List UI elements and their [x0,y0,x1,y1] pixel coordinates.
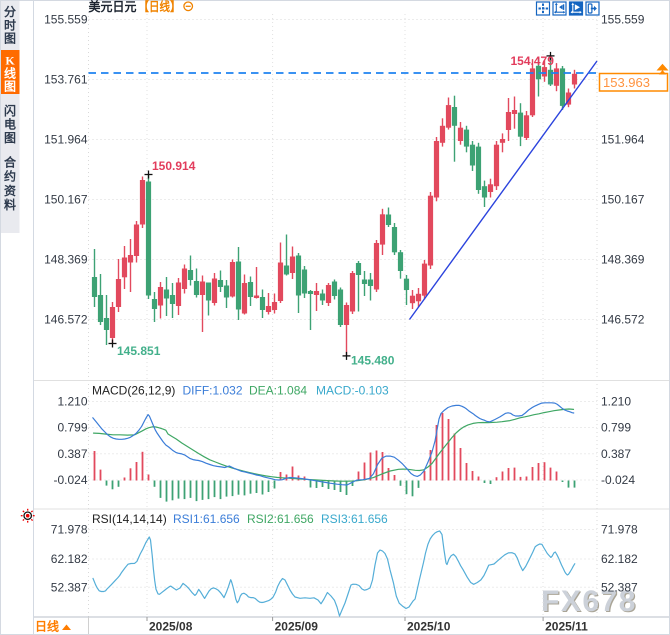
svg-text:料: 料 [4,197,16,212]
svg-text:美元日元: 美元日元 [89,0,137,14]
svg-text:RSI1:61.656: RSI1:61.656 [173,512,240,526]
svg-text:资: 资 [4,183,16,198]
svg-text:1.210: 1.210 [601,395,631,409]
svg-text:2025/08: 2025/08 [149,620,193,634]
svg-text:DIFF:1.032: DIFF:1.032 [183,384,243,398]
svg-text:146.572: 146.572 [44,313,88,327]
svg-text:146.572: 146.572 [601,313,645,327]
svg-text:1.210: 1.210 [57,395,87,409]
svg-text:图: 图 [4,32,16,46]
svg-text:145.851: 145.851 [117,344,161,358]
svg-text:闪: 闪 [4,104,16,118]
svg-text:-0.024: -0.024 [601,473,635,487]
svg-text:日线: 日线 [35,619,59,634]
svg-text:RSI2:61.656: RSI2:61.656 [247,512,314,526]
svg-text:RSI3:61.656: RSI3:61.656 [321,512,388,526]
svg-text:2025/11: 2025/11 [545,620,588,634]
svg-text:145.480: 145.480 [351,354,395,368]
svg-text:电: 电 [4,117,16,132]
svg-text:FX678: FX678 [541,585,637,618]
svg-text:151.964: 151.964 [44,133,88,147]
svg-text:151.964: 151.964 [601,133,645,147]
svg-text:148.369: 148.369 [44,253,88,267]
svg-text:RSI(14,14,14): RSI(14,14,14) [92,512,167,526]
svg-text:MACD(26,12,9): MACD(26,12,9) [92,384,175,398]
svg-text:150.167: 150.167 [601,193,645,207]
svg-text:62.182: 62.182 [601,552,638,566]
svg-text:MACD:-0.103: MACD:-0.103 [316,384,389,398]
svg-text:71.978: 71.978 [601,523,638,537]
svg-text:时: 时 [4,17,16,32]
svg-text:0.799: 0.799 [57,421,87,435]
svg-text:2025/10: 2025/10 [407,620,451,634]
svg-text:DEA:1.084: DEA:1.084 [249,384,307,398]
svg-text:-0.024: -0.024 [53,473,87,487]
svg-text:0.387: 0.387 [601,447,631,461]
svg-text:150.167: 150.167 [44,193,88,207]
svg-text:FX678: FX678 [542,586,638,619]
svg-text:148.369: 148.369 [601,253,645,267]
svg-text:合: 合 [4,155,17,170]
svg-text:分: 分 [4,4,16,19]
svg-text:线: 线 [4,66,16,81]
svg-text:K: K [5,54,15,68]
svg-text:图: 图 [4,80,16,94]
svg-text:153.761: 153.761 [44,73,88,87]
svg-text:154.479: 154.479 [511,54,555,68]
svg-text:155.559: 155.559 [601,13,645,27]
svg-text:150.914: 150.914 [152,159,196,173]
svg-text:【日线】: 【日线】 [139,0,181,14]
svg-text:2025/09: 2025/09 [275,620,319,634]
svg-text:71.978: 71.978 [51,523,88,537]
svg-text:155.559: 155.559 [44,13,88,27]
svg-text:0.387: 0.387 [57,447,87,461]
svg-text:62.182: 62.182 [51,552,88,566]
svg-text:52.387: 52.387 [51,580,88,594]
svg-text:153.963: 153.963 [603,75,650,90]
svg-text:图: 图 [4,131,16,145]
svg-text:52.387: 52.387 [601,580,638,594]
svg-text:0.799: 0.799 [601,421,631,435]
svg-text:约: 约 [4,169,16,184]
